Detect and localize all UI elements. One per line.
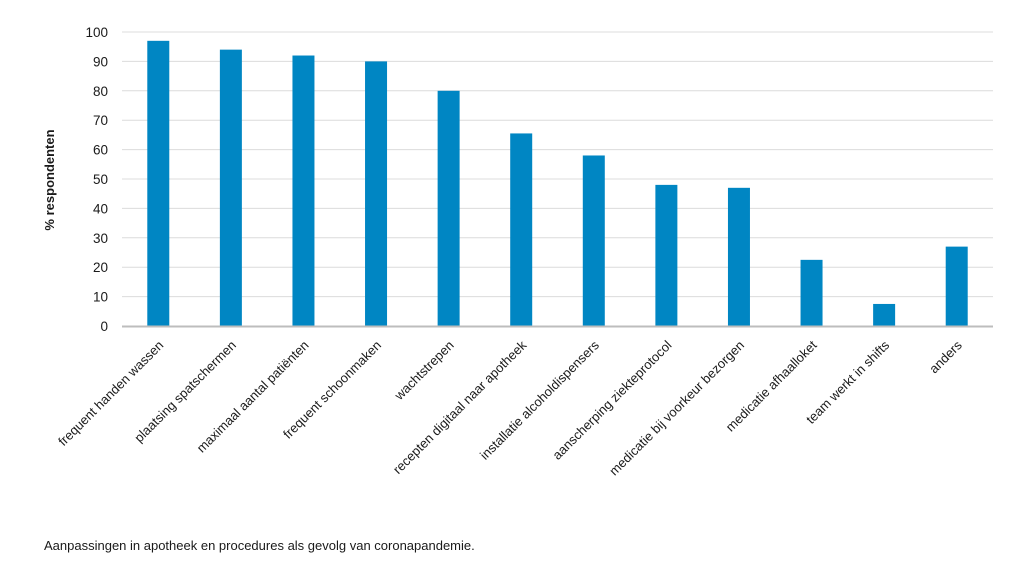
- y-axis-label: % respondenten: [42, 129, 57, 230]
- bar: [510, 133, 533, 326]
- gridlines: [122, 31, 993, 298]
- y-tick-label: 100: [85, 25, 108, 40]
- x-tick-label: recepten digitaal naar apotheek: [390, 337, 530, 477]
- y-tick-label: 20: [93, 260, 108, 275]
- y-tick-label: 60: [93, 143, 108, 158]
- chart-caption: Aanpassingen in apotheek en procedures a…: [44, 538, 475, 553]
- x-tick-label: installatie alcoholdispensers: [477, 337, 602, 462]
- y-tick-label: 10: [93, 290, 108, 305]
- bar: [365, 61, 388, 327]
- bar: [147, 40, 170, 326]
- y-tick-label: 90: [93, 54, 108, 69]
- x-tick-label: anders: [926, 337, 965, 376]
- bar: [727, 187, 750, 326]
- x-tick-label: wachtstrepen: [391, 338, 457, 404]
- y-tick-label: 50: [93, 172, 108, 187]
- y-tick-label: 70: [93, 113, 108, 128]
- y-tick-label: 40: [93, 201, 108, 216]
- bar: [655, 184, 678, 326]
- y-tick-label: 80: [93, 84, 108, 99]
- y-tick-label: 0: [100, 319, 108, 334]
- bar: [582, 155, 605, 326]
- bar: [219, 49, 242, 326]
- x-tick-label: aanscherping ziekteprotocol: [549, 337, 674, 462]
- bar: [292, 55, 315, 327]
- bars: [147, 40, 968, 327]
- bar: [800, 259, 823, 326]
- y-tick-label: 30: [93, 231, 108, 246]
- bar: [873, 303, 896, 326]
- y-axis-ticks: 0 10 20 30 40 50 60 70 80 90 100: [85, 25, 108, 334]
- bar: [945, 246, 968, 326]
- bar: [437, 90, 460, 326]
- x-tick-label: medicatie bij voorkeur bezorgen: [606, 338, 747, 479]
